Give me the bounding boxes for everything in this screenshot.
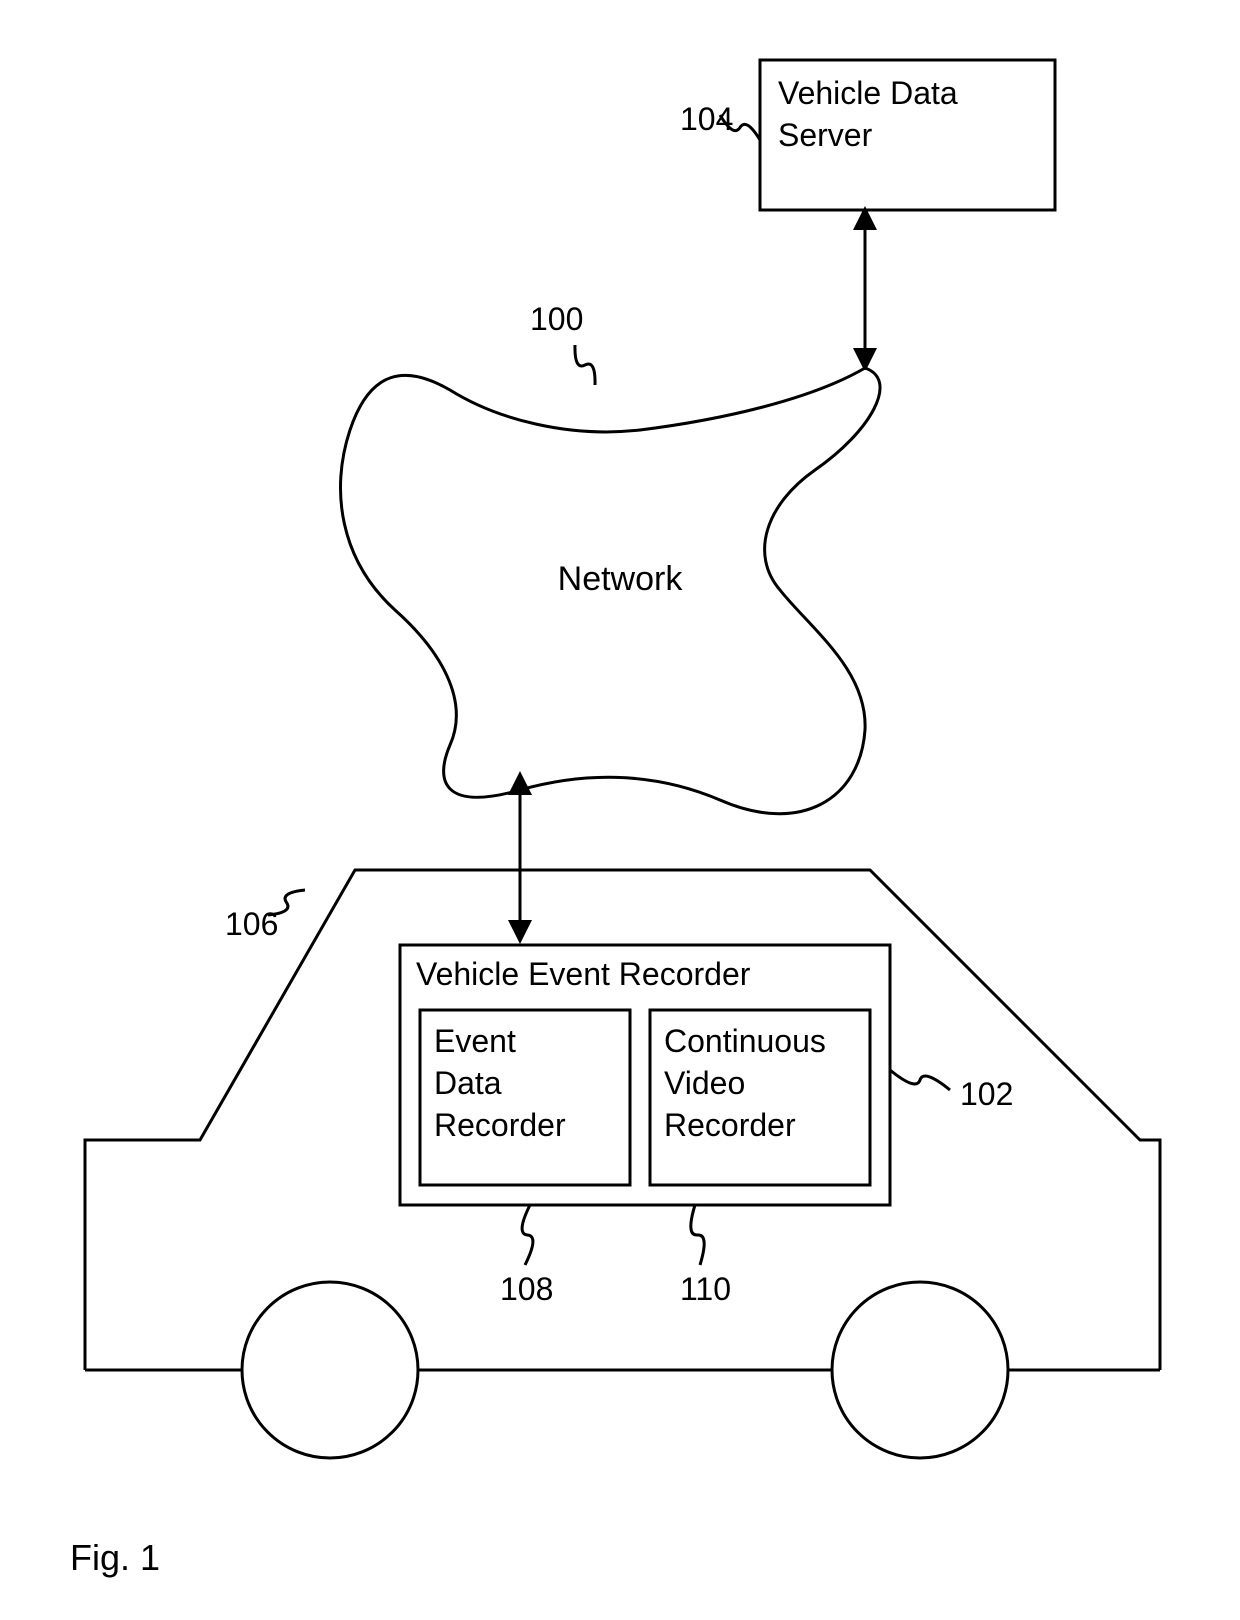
video-box-line: Video xyxy=(664,1065,745,1101)
server-box-line: Vehicle Data xyxy=(778,75,958,111)
ref-106: 106 xyxy=(225,906,278,942)
event-box-line: Data xyxy=(434,1065,502,1101)
ref-110: 110 xyxy=(680,1271,731,1307)
ref-102: 102 xyxy=(960,1076,1013,1112)
network-label: Network xyxy=(558,560,684,598)
ref-100-leader xyxy=(575,345,595,385)
video-box-line: Recorder xyxy=(664,1107,796,1143)
video-box-line: Continuous xyxy=(664,1023,826,1059)
wheel-right xyxy=(832,1282,1008,1458)
event-box-line: Event xyxy=(434,1023,516,1059)
ref-104: 104 xyxy=(680,101,733,137)
network-cloud: Network xyxy=(340,368,880,814)
event-data-recorder-box: Event Data Recorder xyxy=(420,1010,630,1185)
ref-110-leader xyxy=(691,1205,704,1265)
wheel-left xyxy=(242,1282,418,1458)
figure-label: Fig. 1 xyxy=(70,1537,160,1578)
recorder-title: Vehicle Event Recorder xyxy=(416,956,751,992)
server-box-line: Server xyxy=(778,117,873,153)
continuous-video-recorder-box: Continuous Video Recorder xyxy=(650,1010,870,1185)
ref-108-leader xyxy=(522,1205,533,1265)
ref-108: 108 xyxy=(500,1271,553,1307)
event-box-line: Recorder xyxy=(434,1107,566,1143)
server-box: Vehicle Data Server xyxy=(760,60,1055,210)
ref-100: 100 xyxy=(530,301,583,337)
ref-102-leader xyxy=(890,1070,950,1090)
